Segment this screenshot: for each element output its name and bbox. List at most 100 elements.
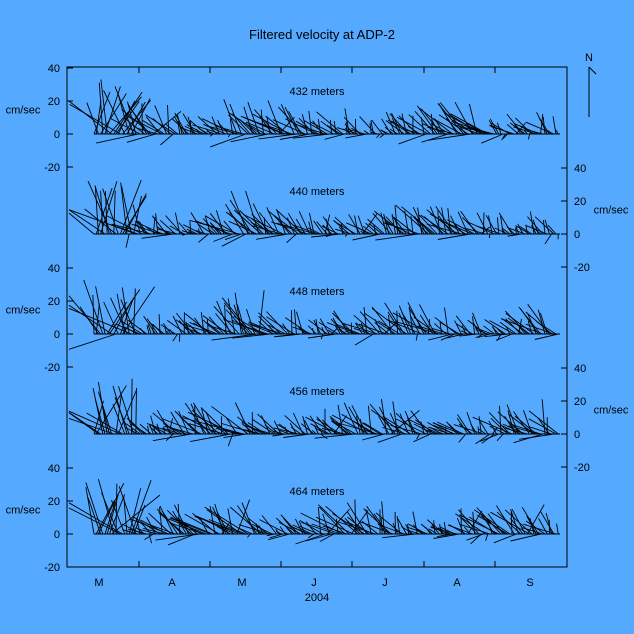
stick-2-188 <box>484 333 508 338</box>
stick-4-78 <box>256 530 266 535</box>
stick-2-86 <box>248 323 284 335</box>
stick-0-108 <box>329 119 333 135</box>
y-tick-label-4-40: 40 <box>48 463 60 475</box>
stick-1-50 <box>190 212 205 235</box>
stick-1-12 <box>119 180 142 235</box>
stick-3-151 <box>395 418 427 435</box>
stick-0-55 <box>206 130 216 135</box>
x-tick-label-3: J <box>311 577 317 589</box>
stick-3-143 <box>399 413 410 435</box>
panel-label-1: 440 meters <box>289 186 345 198</box>
y-unit-label-4: cm/sec <box>6 504 41 516</box>
stick-0-155 <box>414 111 436 135</box>
stick-1-67 <box>224 233 242 241</box>
stick-1-199 <box>519 226 533 235</box>
stick-3-50 <box>190 403 205 435</box>
stick-0-193 <box>506 124 519 135</box>
stick-4-108 <box>305 533 332 542</box>
y-tick-label-0--20: -20 <box>44 162 60 174</box>
stick-1-140 <box>385 216 403 235</box>
stick-1-21 <box>132 204 141 235</box>
stick-3-176 <box>478 416 482 435</box>
stick-4-17 <box>130 480 152 535</box>
stick-2-167 <box>454 320 462 335</box>
stick-2-134 <box>374 322 390 335</box>
stick-4-184 <box>459 514 499 535</box>
stick-2-200 <box>505 313 535 335</box>
stick-0-182 <box>467 126 495 135</box>
panel-label-0: 432 meters <box>289 86 345 98</box>
stick-3-144 <box>382 415 412 435</box>
stick-1-178 <box>464 227 486 235</box>
stick-2-190 <box>495 333 513 341</box>
stick-4-4 <box>85 482 104 535</box>
stick-0-186 <box>481 133 504 144</box>
stick-1-205 <box>542 219 546 235</box>
stick-0-204 <box>524 128 543 135</box>
stick-3-89 <box>278 429 290 435</box>
stick-2-49 <box>184 327 202 335</box>
y-tick-label-1-20: 20 <box>574 196 586 208</box>
stick-1-172 <box>442 221 473 235</box>
stick-3-93 <box>273 427 299 435</box>
stick-4-118 <box>316 516 354 535</box>
stick-2-133 <box>358 323 387 335</box>
stick-3-57 <box>192 409 220 435</box>
stick-4-104 <box>299 520 324 535</box>
stick-3-142 <box>382 427 407 435</box>
stick-4-68 <box>194 515 244 535</box>
stick-3-124 <box>351 405 368 435</box>
stick-4-29 <box>138 528 158 535</box>
stick-3-8 <box>97 391 113 435</box>
stick-4-154 <box>420 523 434 535</box>
stick-3-186 <box>496 433 504 442</box>
stick-1-151 <box>412 207 427 235</box>
stick-2-174 <box>459 333 477 337</box>
stick-2-164 <box>440 333 455 341</box>
stick-3-129 <box>335 422 378 435</box>
stick-4-175 <box>458 509 480 535</box>
stick-4-156 <box>428 528 438 535</box>
stick-1-97 <box>271 221 308 235</box>
stick-2-157 <box>395 321 440 335</box>
stick-4-60 <box>212 507 227 535</box>
stick-3-62 <box>190 433 231 443</box>
x-tick-label-5: A <box>453 577 461 589</box>
stick-3-61 <box>200 407 229 435</box>
stick-0-191 <box>490 125 515 135</box>
stick-2-119 <box>344 330 356 335</box>
stick-0-52 <box>198 128 209 135</box>
stick-2-180 <box>477 333 491 338</box>
stick-1-206 <box>526 225 548 235</box>
stick-1-74 <box>228 220 257 235</box>
stick-0-11 <box>117 100 136 135</box>
stick-3-27 <box>149 424 154 435</box>
north-arrow: N <box>585 52 597 117</box>
stick-4-172 <box>447 524 473 535</box>
y-tick-label-3--20: -20 <box>574 462 590 474</box>
stick-4-159 <box>427 519 445 535</box>
stick-2-142 <box>371 308 407 335</box>
stick-0-95 <box>278 106 304 135</box>
stick-4-53 <box>170 517 211 535</box>
stick-0-167 <box>432 118 462 135</box>
stick-4-62 <box>216 526 231 535</box>
stick-2-124 <box>363 306 368 335</box>
stick-3-168 <box>437 421 464 435</box>
stick-3-18 <box>118 386 135 435</box>
stick-4-90 <box>286 527 293 535</box>
stick-4-140 <box>375 512 403 535</box>
stick-4-69 <box>208 519 246 535</box>
stick-1-198 <box>515 225 530 235</box>
stick-1-73 <box>225 211 255 235</box>
stick-1-209 <box>534 216 555 235</box>
stick-2-106 <box>308 319 328 335</box>
x-tick-label-2: M <box>237 577 246 589</box>
stick-1-78 <box>263 217 267 235</box>
stick-3-26 <box>139 423 152 435</box>
stick-0-60 <box>203 123 227 135</box>
stick-1-180 <box>488 233 491 239</box>
stick-1-131 <box>368 223 383 235</box>
stick-0-21 <box>109 117 141 135</box>
stick-2-152 <box>427 318 431 335</box>
